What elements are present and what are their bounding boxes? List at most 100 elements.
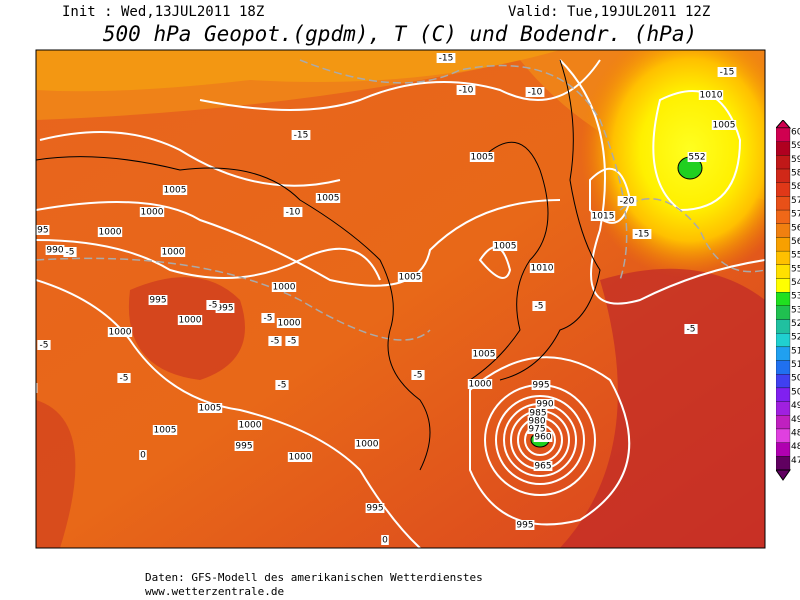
label-box	[117, 373, 131, 383]
colorbar-swatch	[776, 305, 791, 320]
contour-label: 0	[140, 451, 146, 461]
label-box	[456, 85, 476, 95]
label-box	[291, 130, 311, 140]
contour-label: 1000	[239, 421, 262, 431]
colorbar-label: 53	[791, 305, 800, 315]
label-box	[533, 461, 553, 471]
label-box	[529, 263, 555, 273]
contour-label: 995	[149, 296, 166, 306]
map-title: 500 hPa Geopot.(gpdm), T (C) und Bodendr…	[103, 22, 697, 46]
colorbar-swatch	[776, 360, 791, 375]
contour-label: 980	[528, 417, 545, 427]
contour-label: 1000	[109, 328, 132, 338]
label-box	[206, 300, 220, 310]
label-box	[687, 152, 707, 162]
label-box	[234, 441, 254, 451]
colorbar-arrow	[776, 469, 791, 481]
contour-label: 0	[382, 536, 388, 546]
contour-label: 995	[366, 504, 383, 514]
colorbar-swatch	[776, 428, 791, 443]
colorbar-swatch	[776, 278, 791, 293]
label-box	[268, 336, 282, 346]
label-box	[354, 439, 380, 449]
contour-label: -20	[620, 197, 635, 207]
contour-label: 1005	[713, 121, 736, 131]
label-box	[471, 349, 497, 359]
colorbar-label: 53	[791, 292, 800, 302]
label-box	[36, 383, 38, 393]
colorbar-swatch	[776, 264, 791, 279]
label-box	[285, 336, 299, 346]
label-box	[107, 327, 133, 337]
label-box	[276, 318, 302, 328]
contour-label: 965	[534, 462, 551, 472]
colorbar-label: 51	[791, 360, 800, 370]
label-box	[525, 87, 545, 97]
colorbar-swatch	[776, 155, 791, 170]
contour-label: 985	[529, 409, 546, 419]
colorbar-label: 56	[791, 223, 800, 233]
label-box	[36, 225, 50, 235]
contour-label: -5	[271, 337, 280, 347]
colorbar-swatch	[776, 346, 791, 361]
contour-label: 1000	[141, 208, 164, 218]
label-box	[215, 303, 235, 313]
source-text: Daten: GFS-Modell des amerikanischen Wet…	[145, 571, 483, 584]
contour-label: 990	[46, 246, 63, 256]
label-box	[532, 301, 546, 311]
colorbar: 60 59 59 58 58 57 57 56 56 55 55 54 53 53 52 52 51 51 50 50…	[776, 120, 800, 481]
colorbar-arrow	[776, 120, 792, 129]
contour-label: -5	[120, 374, 129, 384]
label-box	[139, 207, 165, 217]
colorbar-swatch	[776, 401, 791, 416]
colorbar-label: 54	[791, 278, 800, 288]
colorbar-swatch	[776, 333, 791, 348]
url-text: www.wetterzentrale.de	[145, 585, 284, 598]
label-box	[469, 152, 495, 162]
colorbar-swatch	[776, 141, 791, 156]
contour-label: 1005	[317, 194, 340, 204]
contour-label: 1005	[164, 186, 187, 196]
colorbar-label: 49	[791, 401, 800, 411]
label-box	[139, 450, 147, 460]
colorbar-label: 50	[791, 387, 800, 397]
label-box	[467, 379, 493, 389]
label-box	[684, 324, 698, 334]
colorbar-swatch	[776, 168, 791, 183]
colorbar-label: 58	[791, 169, 800, 179]
label-box	[698, 90, 724, 100]
label-box	[283, 207, 303, 217]
contour-label: 1000	[273, 283, 296, 293]
label-box	[527, 424, 547, 434]
contour-label: -10	[528, 88, 543, 98]
map-frame	[35, 49, 766, 549]
colorbar-label: 52	[791, 333, 800, 343]
colorbar-label: 59	[791, 141, 800, 151]
contour-label: -15	[635, 230, 650, 240]
label-box	[177, 315, 203, 325]
contour-label: 990	[536, 400, 553, 410]
colorbar-swatch	[776, 319, 791, 334]
label-box	[381, 535, 389, 545]
contour-label: 960	[534, 433, 551, 443]
contour-label: -5	[40, 341, 49, 351]
label-box	[97, 227, 123, 237]
contour-label: 1000	[356, 440, 379, 450]
label-box	[527, 416, 547, 426]
label-box	[37, 340, 51, 350]
label-box	[531, 380, 551, 390]
colorbar-label: 48	[791, 442, 800, 452]
contour-label: 1005	[199, 404, 222, 414]
label-box	[533, 432, 553, 442]
label-box	[148, 295, 168, 305]
valid-text: Valid: Tue,19JUL2011 12Z	[508, 4, 710, 20]
colorbar-label: 55	[791, 264, 800, 274]
contour-label: 1000	[469, 380, 492, 390]
label-box	[397, 272, 423, 282]
contour-label: 1005	[399, 273, 422, 283]
colorbar-swatch	[776, 442, 791, 457]
contour-label: -5	[209, 301, 218, 311]
colorbar-swatch	[776, 127, 791, 142]
